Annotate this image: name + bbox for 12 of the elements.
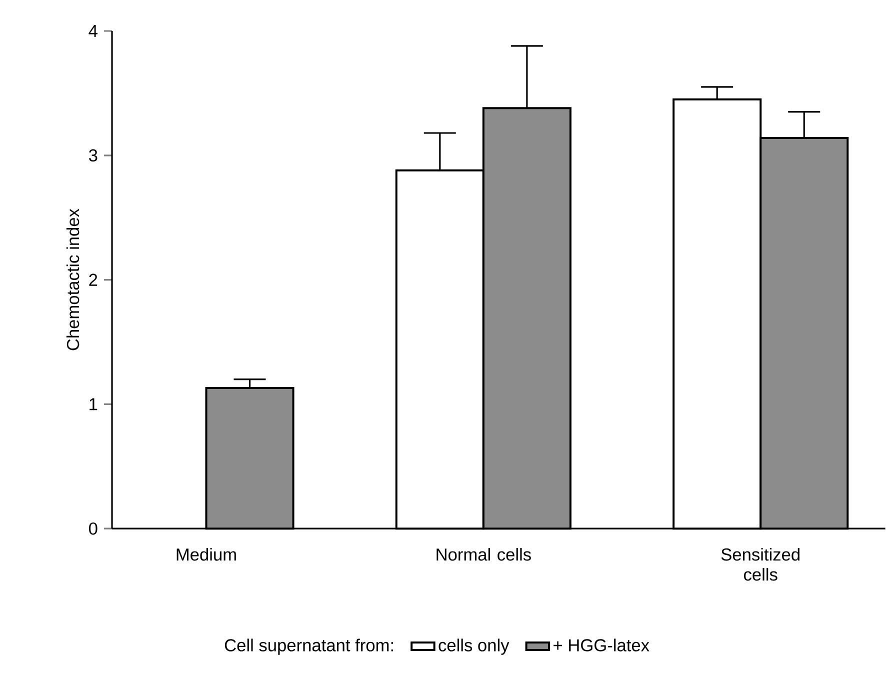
- legend-label: cells only: [438, 638, 510, 655]
- y-tick-label: 3: [88, 149, 98, 162]
- x-tick-label: Sensitized cells: [721, 548, 800, 581]
- x-tick-label: Normal cells: [436, 548, 531, 561]
- y-tick-label: 1: [90, 398, 98, 410]
- legend-title: Cell supernatant from:: [224, 638, 393, 655]
- legend-label: + HGG-latex: [554, 638, 650, 652]
- y-axis-title: Chemotactic index: [66, 208, 80, 350]
- x-tick-label: Medium: [176, 548, 236, 561]
- y-tick-label: 4: [88, 25, 98, 37]
- y-tick-label: 2: [89, 274, 98, 286]
- y-tick-label: 0: [88, 522, 98, 535]
